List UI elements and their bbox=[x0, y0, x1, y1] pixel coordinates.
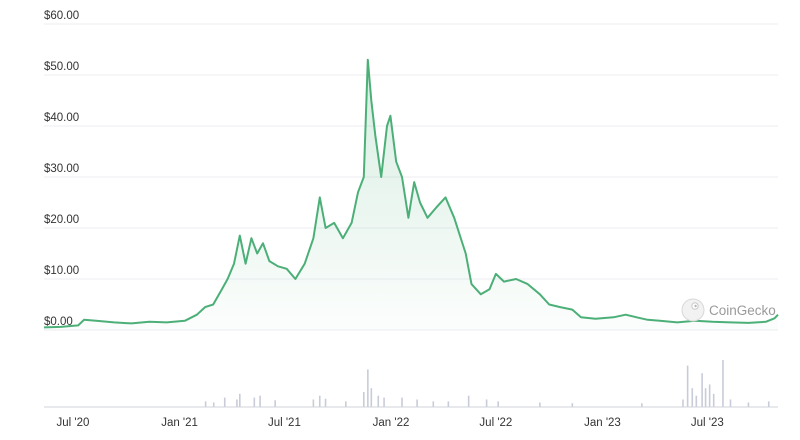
volume-bar bbox=[383, 397, 385, 407]
x-tick-label: Jul '22 bbox=[479, 417, 512, 429]
volume-bar bbox=[432, 401, 435, 407]
x-tick-label: Jul '23 bbox=[691, 417, 724, 429]
y-tick-label: $30.00 bbox=[44, 163, 79, 175]
volume-bar bbox=[729, 399, 732, 407]
volume-bar bbox=[253, 397, 256, 407]
coingecko-watermark: CoinGecko bbox=[681, 298, 776, 322]
volume-bar bbox=[259, 395, 261, 407]
volume-bar bbox=[539, 402, 541, 407]
y-tick-label: $60.00 bbox=[44, 10, 79, 22]
x-tick-label: Jan '22 bbox=[373, 417, 410, 429]
watermark-text: CoinGecko bbox=[709, 303, 776, 318]
volume-bar bbox=[686, 365, 689, 407]
volume-bar bbox=[704, 388, 707, 407]
volume-bar bbox=[370, 388, 373, 407]
volume-bar bbox=[467, 395, 470, 407]
volume-bars bbox=[204, 360, 770, 407]
volume-bar bbox=[312, 399, 315, 407]
volume-bar bbox=[239, 393, 241, 407]
volume-bar bbox=[708, 384, 711, 407]
volume-bar bbox=[345, 401, 347, 407]
volume-bar bbox=[767, 401, 770, 407]
volume-bar bbox=[695, 395, 698, 407]
volume-bar bbox=[223, 397, 226, 407]
x-axis-labels: Jul '20 Jan '21 Jul '21 Jan '22 Jul '22 Jan '… bbox=[57, 417, 724, 429]
volume-bar bbox=[324, 398, 327, 407]
x-tick-label: Jul '21 bbox=[268, 417, 301, 429]
volume-bar bbox=[682, 399, 684, 407]
y-tick-label: $50.00 bbox=[44, 61, 79, 73]
volume-bar bbox=[401, 397, 403, 407]
volume-bar bbox=[318, 395, 321, 407]
volume-bar bbox=[701, 373, 703, 407]
y-tick-label: $20.00 bbox=[44, 214, 79, 226]
volume-bar bbox=[236, 399, 238, 407]
x-tick-label: Jan '21 bbox=[161, 417, 198, 429]
volume-bar bbox=[212, 402, 215, 407]
volume-bar bbox=[367, 369, 369, 407]
price-area bbox=[43, 58, 779, 330]
volume-bar bbox=[747, 402, 750, 407]
x-tick-label: Jan '23 bbox=[584, 417, 621, 429]
volume-bar bbox=[712, 393, 715, 407]
price-line bbox=[43, 58, 779, 329]
y-tick-label: $10.00 bbox=[44, 265, 79, 277]
volume-bar bbox=[204, 401, 207, 407]
y-tick-label: $0.00 bbox=[44, 316, 73, 328]
y-tick-label: $40.00 bbox=[44, 112, 79, 124]
volume-bar bbox=[447, 401, 450, 407]
volume-bar bbox=[722, 360, 724, 407]
volume-bar bbox=[362, 391, 365, 407]
x-tick-label: Jul '20 bbox=[57, 417, 90, 429]
volume-bar bbox=[691, 388, 694, 407]
volume-bar bbox=[571, 403, 574, 407]
volume-bar bbox=[274, 400, 276, 407]
volume-bar bbox=[416, 399, 418, 407]
y-axis-labels: $0.00 $10.00 $20.00 $30.00 $40.00 $50.00 $60.0… bbox=[44, 10, 79, 328]
price-area-fill bbox=[44, 59, 778, 330]
volume-bar bbox=[485, 399, 488, 407]
volume-bar bbox=[641, 403, 643, 407]
volume-bar bbox=[497, 401, 499, 407]
volume-bar bbox=[377, 395, 380, 407]
gecko-logo-icon bbox=[681, 298, 705, 322]
